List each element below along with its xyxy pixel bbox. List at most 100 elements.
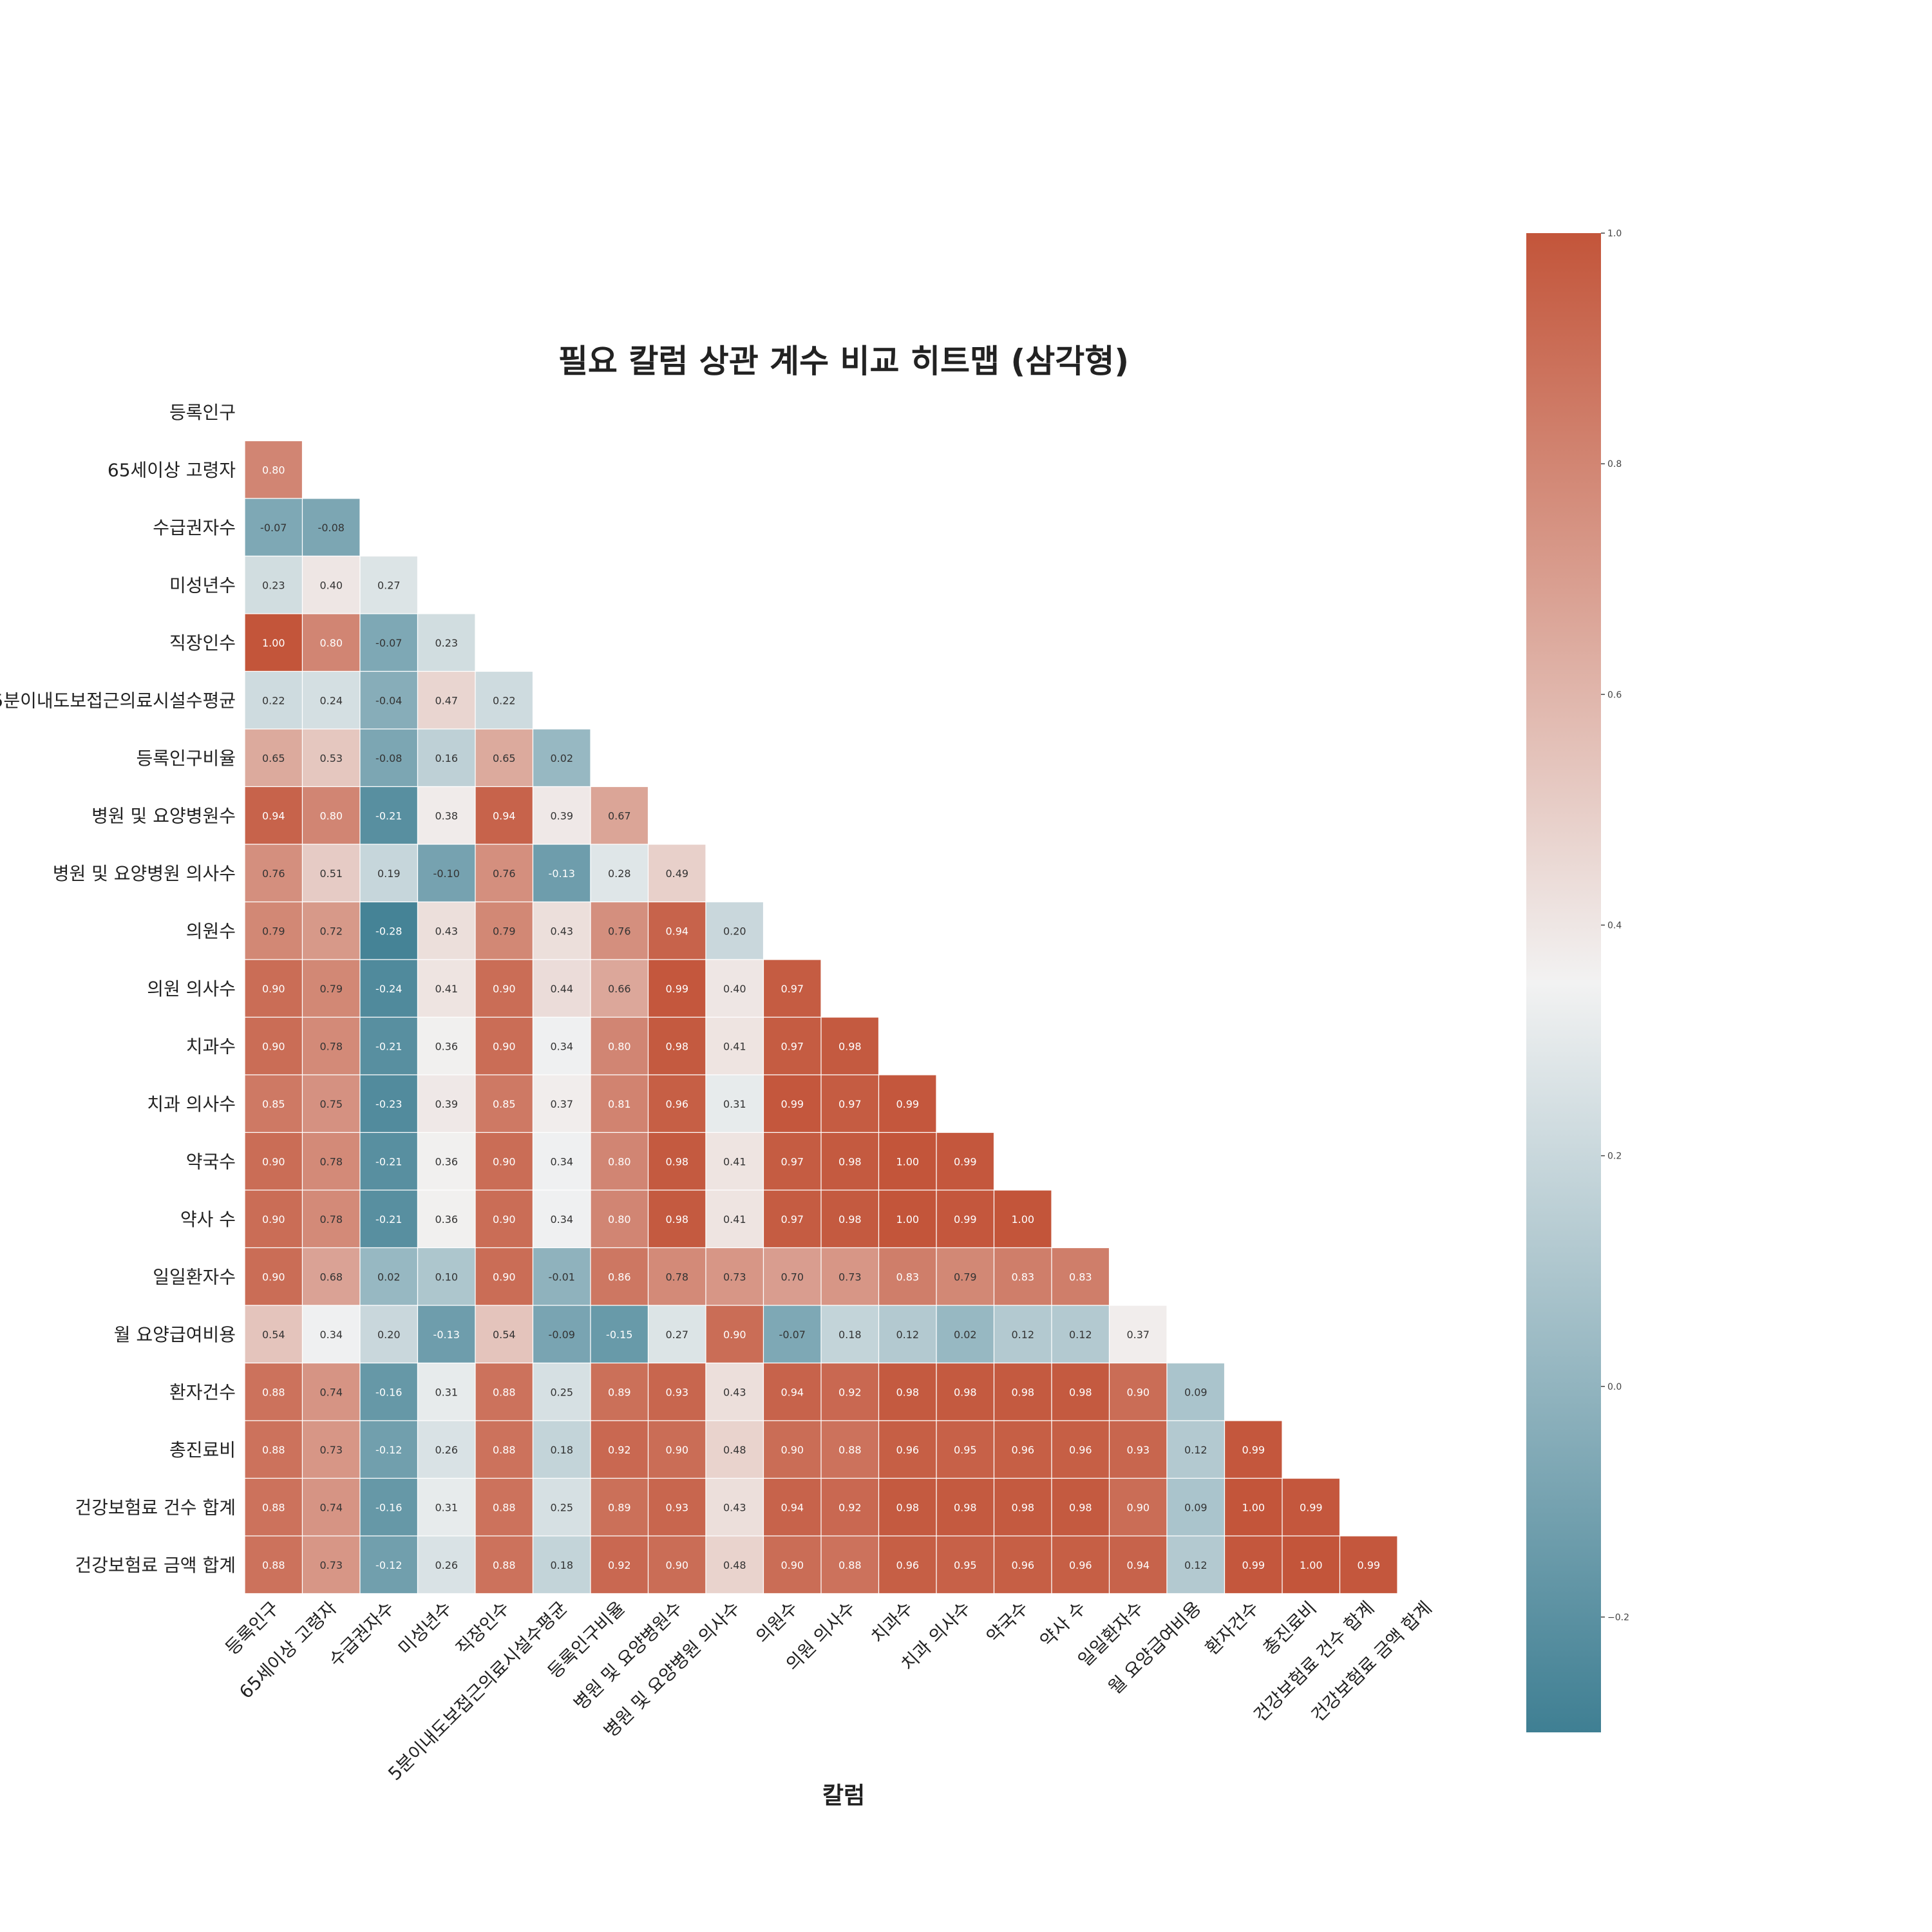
heatmap-cell-r8-c1 [301, 844, 361, 903]
cell-value-label: 0.94 [781, 1501, 804, 1513]
cell-value-label: 0.90 [781, 1559, 804, 1571]
cell-value-label: 0.48 [723, 1559, 746, 1571]
cell-value-label: 0.88 [493, 1501, 516, 1513]
cell-value-label: 0.85 [493, 1098, 516, 1110]
heatmap-cell-r9-c3 [417, 901, 476, 960]
heatmap-cell-r12-c2 [359, 1074, 419, 1133]
cell-value-label: 0.40 [723, 983, 746, 995]
cell-value-label: 0.43 [550, 925, 573, 937]
y-tick-label: 월 요양급여비용 [114, 1324, 236, 1345]
heatmap-cell-r17-c1 [301, 1362, 361, 1421]
cell-value-label: 0.12 [1184, 1444, 1208, 1456]
cell-value-label: 0.80 [319, 810, 343, 822]
cell-value-label: 0.94 [781, 1386, 804, 1398]
cell-value-label: 0.65 [262, 752, 285, 764]
heatmap-cell-r13-c6 [590, 1132, 649, 1191]
cell-value-label: 0.94 [1126, 1559, 1150, 1571]
cell-value-label: 0.79 [954, 1271, 977, 1283]
heatmap-cell-r19-c2 [359, 1477, 419, 1537]
cell-value-label: 0.18 [838, 1329, 862, 1341]
heatmap-cell-r10-c3 [417, 959, 476, 1018]
y-tick-label: 5분이내도보접근의료시설수평균 [0, 690, 236, 711]
heatmap-cell-r20-c8 [705, 1535, 764, 1595]
heatmap-cell-r10-c2 [359, 959, 419, 1018]
cell-value-label: 0.96 [1069, 1444, 1092, 1456]
cell-value-label: 1.00 [1242, 1501, 1265, 1513]
cell-value-label: -0.07 [779, 1329, 806, 1341]
cell-value-label: 0.83 [1069, 1271, 1092, 1283]
cell-value-label: 0.98 [954, 1386, 977, 1398]
heatmap-cell-r13-c11 [878, 1132, 937, 1191]
heatmap-cell-r16-c3 [417, 1305, 476, 1364]
colorbar-tick-label: 0.6 [1607, 690, 1622, 700]
heatmap-cell-r10-c8 [705, 959, 764, 1018]
cell-value-label: -0.28 [375, 925, 402, 937]
heatmap-cell-r14-c7 [647, 1189, 706, 1249]
heatmap-cell-r12-c0 [244, 1074, 303, 1133]
heatmap-cell-r18-c14 [1051, 1420, 1110, 1479]
heatmap-cell-r14-c12 [936, 1189, 995, 1249]
colorbar-tick-label: 0.0 [1607, 1382, 1622, 1392]
heatmap-cell-r18-c1 [301, 1420, 361, 1479]
heatmap-cell-r11-c9 [762, 1016, 822, 1075]
cell-value-label: 0.26 [435, 1559, 458, 1571]
cell-value-label: 0.47 [435, 694, 458, 706]
cell-value-label: 0.90 [493, 1271, 516, 1283]
heatmap-cell-r4-c1 [301, 613, 361, 672]
cell-value-label: 0.90 [262, 1155, 285, 1168]
cell-value-label: 0.88 [262, 1501, 285, 1513]
heatmap-cell-r16-c7 [647, 1305, 706, 1364]
colorbar-tick-label: 0.8 [1607, 459, 1622, 469]
cell-value-label: 0.34 [319, 1329, 343, 1341]
heatmap-cell-r20-c14 [1051, 1535, 1110, 1595]
cell-value-label: 0.43 [435, 925, 458, 937]
colorbar-gradient [1526, 233, 1601, 1732]
heatmap-cell-r14-c9 [762, 1189, 822, 1249]
cell-value-label: -0.12 [375, 1444, 402, 1456]
cell-value-label: 0.80 [608, 1155, 631, 1168]
cell-value-label: 0.54 [493, 1329, 516, 1341]
heatmap-cell-r18-c2 [359, 1420, 419, 1479]
cell-value-label: 0.78 [319, 1040, 343, 1052]
heatmap-cell-r18-c5 [532, 1420, 591, 1479]
cell-value-label: 0.99 [665, 983, 688, 995]
cell-value-label: -0.21 [375, 810, 402, 822]
heatmap-cell-r11-c7 [647, 1016, 706, 1075]
cell-value-label: 0.12 [896, 1329, 919, 1341]
cell-value-label: 0.43 [723, 1386, 746, 1398]
cell-value-label: 0.99 [1300, 1501, 1323, 1513]
heatmap-cell-r19-c8 [705, 1477, 764, 1537]
cell-value-label: 0.97 [781, 1040, 804, 1052]
colorbar-tick-label: −0.2 [1607, 1613, 1629, 1623]
cell-value-label: 0.02 [550, 752, 573, 764]
heatmap-cell-r17-c16 [1166, 1362, 1226, 1421]
cell-value-label: 0.83 [896, 1271, 919, 1283]
heatmap-cell-r17-c3 [417, 1362, 476, 1421]
cell-value-label: 0.98 [1011, 1501, 1034, 1513]
cell-value-label: 0.79 [262, 925, 285, 937]
heatmap-cell-r16-c6 [590, 1305, 649, 1364]
heatmap-cell-r20-c10 [820, 1535, 880, 1595]
y-tick-label: 총진료비 [169, 1439, 236, 1461]
heatmap-cell-r6-c4 [475, 728, 534, 788]
cell-value-label: 0.74 [319, 1501, 343, 1513]
cell-value-label: 0.79 [319, 983, 343, 995]
cell-value-label: 0.36 [435, 1155, 458, 1168]
y-tick-label: 병원 및 요양병원수 [91, 805, 236, 826]
cell-value-label: 0.90 [665, 1559, 688, 1571]
cell-value-label: 0.31 [435, 1386, 458, 1398]
cell-value-label: 0.90 [493, 1213, 516, 1226]
cell-value-label: 0.90 [262, 1040, 285, 1052]
cell-value-label: 0.37 [1126, 1329, 1150, 1341]
heatmap-cell-r14-c13 [993, 1189, 1052, 1249]
heatmap-cell-r15-c7 [647, 1247, 706, 1306]
heatmap-cell-r17-c15 [1108, 1362, 1168, 1421]
chart-title: 필요 칼럼 상관 계수 비교 히트맵 (삼각형) [558, 343, 1129, 380]
colorbar-tick-label: 0.2 [1607, 1151, 1622, 1162]
heatmap-cell-r8-c7 [647, 844, 706, 903]
cell-value-label: 0.37 [550, 1098, 573, 1110]
heatmap-cell-r15-c3 [417, 1247, 476, 1306]
y-tick-label: 병원 및 요양병원 의사수 [53, 863, 236, 884]
cell-value-label: 0.96 [896, 1444, 919, 1456]
